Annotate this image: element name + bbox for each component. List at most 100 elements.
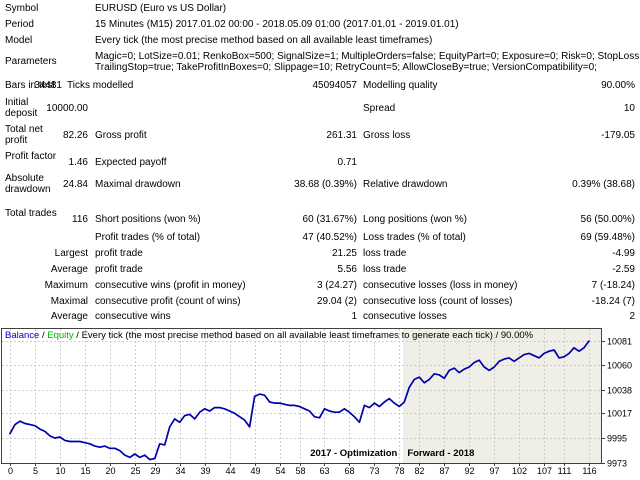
stat-row-bars-in-test: Bars in test 34481 Ticks modelled 450940… (0, 80, 640, 92)
stat-value: 7 (-18.24) (591, 280, 635, 291)
y-axis-label: 10081 (607, 337, 632, 347)
stat-value: 0.39% (38.68) (572, 179, 635, 190)
stat-label: Initial deposit (5, 97, 38, 119)
stat-value: 34481 (34, 80, 62, 91)
stat-value: -179.05 (601, 130, 635, 141)
stat-label: Profit trades (% of total) (95, 232, 201, 243)
stat-row-total-net-profit: Total net profit 82.26 Gross profit 261.… (0, 124, 640, 146)
x-axis-label: 49 (250, 466, 260, 476)
stat-value: 1 (351, 311, 357, 322)
y-axis-label: 10017 (607, 409, 632, 419)
stat-label: Long positions (won %) (363, 214, 467, 225)
report-row-parameters: Parameters Magic=0; LotSize=0.01; RenkoB… (0, 51, 640, 73)
stat-label: Relative drawdown (363, 179, 448, 190)
stat-label: profit trade (95, 248, 143, 259)
stat-row-maximal-consecutive: Maximal consecutive profit (count of win… (0, 296, 640, 308)
x-axis-label: 102 (512, 466, 527, 476)
x-axis-label: 116 (582, 466, 596, 476)
row-value: Every tick (the most precise method base… (95, 35, 433, 46)
x-axis-label: 25 (130, 466, 140, 476)
legend-quality: 90.00% (500, 330, 534, 341)
stat-value: 21.25 (331, 248, 357, 259)
balance-legend-label: Balance (5, 330, 40, 341)
stat-value: 47 (40.52%) (302, 232, 357, 243)
legend-separator: / (492, 330, 501, 341)
stat-label: Modelling quality (363, 80, 438, 91)
x-axis-label: 54 (275, 466, 285, 476)
stat-label: profit trade (95, 264, 143, 275)
stat-row-average-consecutive: Average consecutive wins 1 consecutive l… (0, 311, 640, 323)
stat-value: 82.26 (62, 130, 88, 141)
stat-label: Spread (363, 103, 396, 114)
stat-label: consecutive wins (profit in money) (95, 280, 246, 291)
stat-value: 1.46 (68, 157, 88, 168)
equity-legend-label: Equity (47, 330, 74, 341)
stat-value: 56 (50.00%) (580, 214, 635, 225)
stat-label: Gross loss (363, 130, 411, 141)
x-axis-label: 10 (55, 466, 65, 476)
stat-label: Loss trades (% of total) (363, 232, 466, 243)
stat-value: 10 (623, 103, 635, 114)
legend-separator: / (73, 330, 82, 341)
x-axis-label: 63 (319, 466, 329, 476)
x-axis-label: 34 (175, 466, 185, 476)
stat-label: Short positions (won %) (95, 214, 201, 225)
stat-label: Largest (54, 248, 88, 259)
stat-label: Maximal (50, 296, 88, 307)
report-row-period: Period 15 Minutes (M15) 2017.01.02 00:00… (0, 19, 640, 31)
stat-label: Maximal drawdown (95, 179, 181, 190)
parameters-line-2: TrailingStop=true; TakeProfitInBoxes=0; … (95, 62, 597, 73)
x-axis-label: 39 (200, 466, 210, 476)
stat-label: Absolute drawdown (5, 173, 51, 195)
stat-label: Average (50, 264, 88, 275)
stat-row-profit-trades: Profit trades (% of total) 47 (40.52%) L… (0, 232, 640, 244)
stat-value: 3 (24.27) (316, 280, 357, 291)
stat-row-total-trades: Total trades 116 Short positions (won %)… (0, 208, 640, 230)
stat-value: 38.68 (0.39%) (294, 179, 357, 190)
stat-value: 90.00% (601, 80, 635, 91)
y-axis-label: 9973 (607, 459, 627, 469)
y-axis-label: 9995 (607, 434, 627, 444)
x-axis-label: 82 (414, 466, 424, 476)
forward-test-region (403, 328, 602, 463)
period-annotation: 2017 - Optimization (310, 448, 397, 459)
stat-value: 45094057 (312, 80, 358, 91)
stat-label: Total net profit (5, 124, 43, 146)
stat-value: 0.71 (337, 157, 357, 168)
stat-label: consecutive losses (loss in money) (363, 280, 518, 291)
row-label: Parameters (5, 56, 57, 67)
stat-row-initial-deposit: Initial deposit 10000.00 Spread 10 (0, 97, 640, 119)
stat-label: Bars in test (5, 80, 56, 91)
stat-value: 24.84 (62, 179, 88, 190)
stat-value: -4.99 (612, 248, 635, 259)
y-axis-label: 10060 (607, 361, 632, 371)
stat-label: Total trades (5, 208, 57, 219)
balance-line (9, 340, 590, 461)
stat-label: consecutive losses (363, 311, 447, 322)
stat-label: loss trade (363, 248, 407, 259)
row-label: Period (5, 19, 34, 30)
stat-label: Expected payoff (95, 157, 167, 168)
x-axis-label: 87 (439, 466, 449, 476)
x-axis-label: 78 (394, 466, 404, 476)
stat-value: 116 (72, 214, 88, 225)
stat-label: consecutive wins (95, 311, 171, 322)
stat-value: -18.24 (7) (591, 296, 635, 307)
row-label: Model (5, 35, 33, 46)
row-label: Symbol (5, 3, 39, 14)
x-axis-label: 29 (150, 466, 160, 476)
period-annotation: Forward - 2018 (407, 448, 474, 459)
stat-row-absolute-drawdown: Absolute drawdown 24.84 Maximal drawdown… (0, 173, 640, 195)
x-axis-label: 15 (80, 466, 90, 476)
x-axis-label: 58 (295, 466, 305, 476)
x-axis-label: 73 (369, 466, 379, 476)
x-axis-label: 44 (225, 466, 235, 476)
x-axis-label: 107 (537, 466, 552, 476)
stat-value: 29.04 (2) (316, 296, 357, 307)
stat-value: 60 (31.67%) (302, 214, 357, 225)
legend-separator: / (39, 330, 48, 341)
stat-label: Ticks modelled (67, 80, 134, 91)
x-axis-label: 68 (344, 466, 354, 476)
row-value: 15 Minutes (M15) 2017.01.02 00:00 - 2018… (95, 19, 459, 30)
